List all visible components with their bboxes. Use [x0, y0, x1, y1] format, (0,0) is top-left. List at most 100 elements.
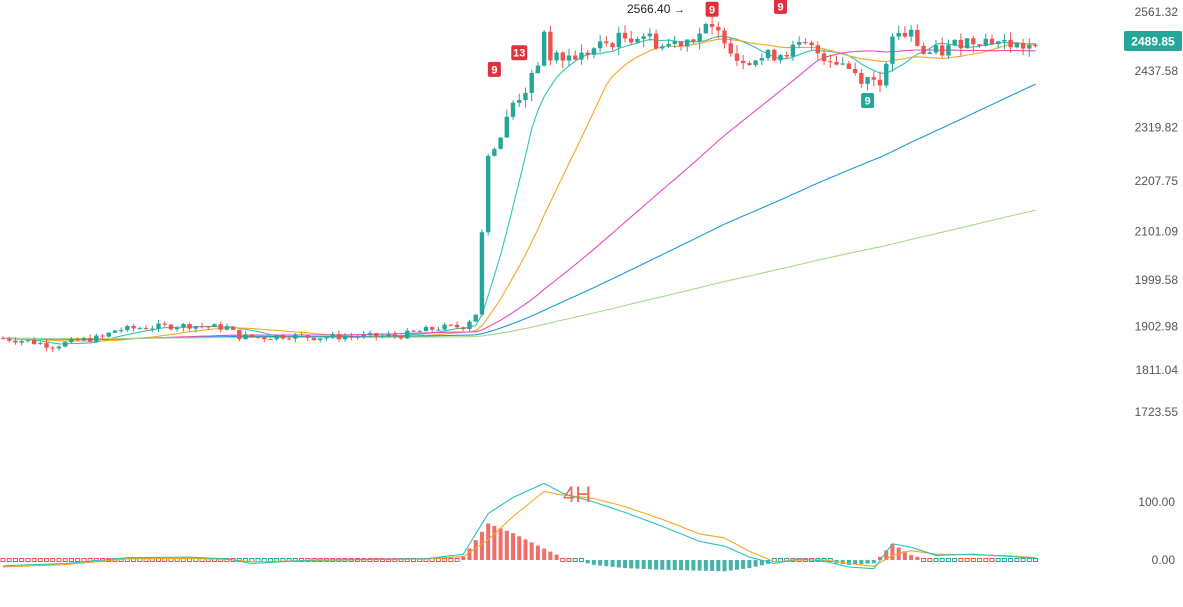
macd-hist-bar: [995, 558, 1001, 562]
candle: [44, 339, 49, 352]
candle-body: [44, 343, 49, 348]
macd-hist-bar: [635, 560, 640, 569]
macd-hist-bar: [909, 555, 914, 560]
candle-body: [697, 33, 702, 42]
macd-hist-bar: [25, 558, 31, 562]
macd-hist-bar: [498, 528, 503, 560]
candle-body: [660, 46, 665, 49]
price-tick-label: 1902.98: [1135, 319, 1179, 333]
macd-hist-bar: [398, 558, 404, 562]
candle-body: [703, 23, 709, 34]
candle-body: [280, 335, 286, 339]
candle-body: [952, 39, 957, 46]
price-badge-bg: [1124, 31, 1182, 51]
last-price-badge: 2489.85: [1124, 31, 1182, 51]
candle: [143, 325, 149, 330]
candle-body: [137, 328, 143, 330]
candle-body: [243, 334, 248, 340]
sequence-marker-label: 9: [865, 95, 871, 107]
candle: [280, 333, 286, 341]
candle-body: [896, 32, 901, 37]
candle-body: [778, 55, 783, 61]
macd-hist-bar: [75, 558, 81, 562]
price-tick-label: 2437.58: [1135, 64, 1179, 78]
candle: [174, 326, 180, 332]
candle: [374, 332, 379, 341]
candle-body: [790, 44, 796, 57]
candle-body: [678, 41, 684, 47]
candle-body: [809, 42, 814, 46]
candle-body: [318, 338, 323, 341]
candle: [299, 331, 304, 336]
macd-hist-bar: [0, 558, 6, 562]
candle: [137, 326, 143, 330]
candle: [803, 38, 808, 45]
macd-hist-bar: [68, 558, 74, 562]
candle: [933, 40, 939, 55]
candle: [747, 60, 752, 67]
candle-body: [106, 332, 111, 337]
candle-body: [349, 336, 354, 338]
candle-body: [685, 39, 690, 47]
candle: [1027, 38, 1032, 57]
sequence-marker-label: 9: [709, 4, 715, 16]
price-tick-label: 2319.82: [1135, 120, 1179, 134]
candle-body: [405, 330, 410, 339]
sequence-marker-bg: [511, 45, 528, 61]
candle-body: [249, 334, 254, 337]
candle: [156, 320, 161, 332]
macd-hist-bar: [511, 533, 516, 560]
macd-hist-bar: [660, 560, 665, 570]
candle: [666, 39, 671, 49]
candle: [716, 21, 721, 39]
candle: [927, 50, 932, 54]
candle-body: [25, 340, 31, 342]
moving-averages: [2, 35, 1036, 345]
candle: [952, 39, 957, 47]
candle-body: [815, 45, 821, 54]
candle: [318, 338, 323, 343]
candle: [535, 62, 541, 74]
candle: [809, 40, 814, 51]
candle: [548, 25, 553, 66]
candle-body: [498, 137, 503, 149]
last-price-label: 2489.85: [1131, 35, 1175, 49]
candle-body: [753, 60, 758, 65]
candle: [647, 28, 653, 41]
candle-body: [87, 337, 93, 342]
candle: [336, 330, 342, 342]
candle: [740, 55, 746, 70]
candle-body: [212, 324, 217, 327]
candle-body: [330, 334, 335, 338]
sequence-marker: 9: [705, 1, 719, 17]
macd-hist-bar: [560, 558, 566, 562]
candle-body: [268, 339, 273, 341]
candle-body: [442, 324, 447, 330]
macd-hist-bar: [578, 558, 584, 562]
candle: [734, 45, 740, 66]
candle-body: [927, 52, 932, 54]
candle-body: [218, 324, 223, 330]
macd-hist-bar: [977, 558, 983, 562]
candle-body: [877, 79, 883, 86]
candle: [859, 68, 864, 88]
macd-hist-bar: [1020, 558, 1026, 562]
macd-hist-bar: [878, 556, 883, 560]
candle-body: [635, 38, 640, 43]
macd-hist-bar: [461, 556, 466, 560]
candle-body: [69, 338, 74, 343]
candle-body: [604, 41, 609, 44]
macd-hist-bar: [492, 525, 497, 560]
candle: [19, 339, 24, 346]
candle-body: [262, 337, 267, 340]
candle-body: [75, 338, 80, 341]
candle-body: [517, 100, 522, 103]
candle-body: [946, 45, 951, 56]
candle: [206, 325, 211, 330]
candle-body: [392, 334, 398, 337]
candle-body: [554, 52, 559, 61]
candle-body: [311, 337, 317, 341]
candle-body: [467, 321, 472, 330]
